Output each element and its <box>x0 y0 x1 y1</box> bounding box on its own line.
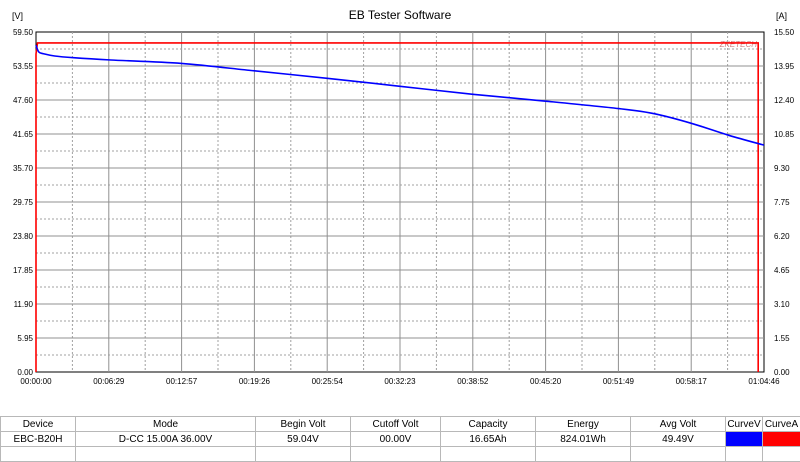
x-tick-label: 00:38:52 <box>457 377 489 386</box>
right-tick-label: 3.10 <box>774 300 790 309</box>
right-tick-label: 7.75 <box>774 198 790 207</box>
left-tick-label: 0.00 <box>17 368 33 377</box>
x-tick-label: 00:45:20 <box>530 377 562 386</box>
chart: EB Tester Software [V] [A] 59.50 53.55 47.… <box>0 0 800 416</box>
table-row[interactable]: EBC-B20H D-CC 15.00A 36.00V 59.04V 00.00… <box>1 432 800 447</box>
x-tick-label: 01:04:46 <box>748 377 780 386</box>
right-tick-label: 0.00 <box>774 368 790 377</box>
curve-a-color[interactable] <box>763 432 800 446</box>
header-cutoff-volt: Cutoff Volt <box>351 417 441 432</box>
right-tick-label: 1.55 <box>774 334 790 343</box>
chart-title: EB Tester Software <box>349 8 452 22</box>
cell-device: EBC-B20H <box>1 432 76 447</box>
x-tick-label: 00:00:00 <box>20 377 52 386</box>
left-tick-label: 11.90 <box>14 300 34 309</box>
left-tick-label: 53.55 <box>13 62 34 71</box>
x-tick-label: 00:58:17 <box>676 377 708 386</box>
cell-avg-volt: 49.49V <box>631 432 726 447</box>
left-tick-label: 29.75 <box>13 198 34 207</box>
header-avg-volt: Avg Volt <box>631 417 726 432</box>
table-header-row: Device Mode Begin Volt Cutoff Volt Capac… <box>1 417 800 432</box>
left-tick-label: 23.80 <box>13 232 34 241</box>
info-table: Device Mode Begin Volt Cutoff Volt Capac… <box>0 416 800 462</box>
header-begin-volt: Begin Volt <box>256 417 351 432</box>
x-tick-label: 00:25:54 <box>312 377 344 386</box>
header-curve-a: CurveA <box>763 417 800 432</box>
curve-a-swatch[interactable] <box>763 432 800 447</box>
left-axis-unit: [V] <box>12 11 23 21</box>
x-tick-label: 00:19:26 <box>239 377 271 386</box>
header-capacity: Capacity <box>441 417 536 432</box>
left-tick-label: 17.85 <box>13 266 34 275</box>
header-energy: Energy <box>536 417 631 432</box>
right-axis-unit: [A] <box>776 11 787 21</box>
table-empty-row <box>1 447 800 462</box>
x-tick-label: 00:06:29 <box>93 377 125 386</box>
header-device: Device <box>1 417 76 432</box>
cell-mode: D-CC 15.00A 36.00V <box>76 432 256 447</box>
left-tick-label: 41.65 <box>13 130 34 139</box>
x-tick-label: 00:32:23 <box>384 377 416 386</box>
left-tick-label: 5.95 <box>17 334 33 343</box>
cell-begin-volt: 59.04V <box>256 432 351 447</box>
right-tick-label: 13.95 <box>774 62 795 71</box>
watermark: ZKETECH <box>719 40 758 49</box>
right-tick-label: 4.65 <box>774 266 790 275</box>
header-curve-v: CurveV <box>726 417 763 432</box>
curve-v-swatch[interactable] <box>726 432 763 447</box>
curve-v-color[interactable] <box>726 432 762 446</box>
cell-cutoff-volt: 00.00V <box>351 432 441 447</box>
right-tick-label: 15.50 <box>774 28 795 37</box>
left-tick-label: 59.50 <box>13 28 34 37</box>
right-tick-label: 9.30 <box>774 164 790 173</box>
left-tick-label: 35.70 <box>13 164 34 173</box>
x-tick-label: 00:12:57 <box>166 377 198 386</box>
right-tick-label: 6.20 <box>774 232 790 241</box>
right-tick-label: 10.85 <box>774 130 795 139</box>
right-tick-label: 12.40 <box>774 96 795 105</box>
left-tick-label: 47.60 <box>13 96 34 105</box>
x-tick-label: 00:51:49 <box>603 377 635 386</box>
cell-capacity: 16.65Ah <box>441 432 536 447</box>
cell-energy: 824.01Wh <box>536 432 631 447</box>
header-mode: Mode <box>76 417 256 432</box>
